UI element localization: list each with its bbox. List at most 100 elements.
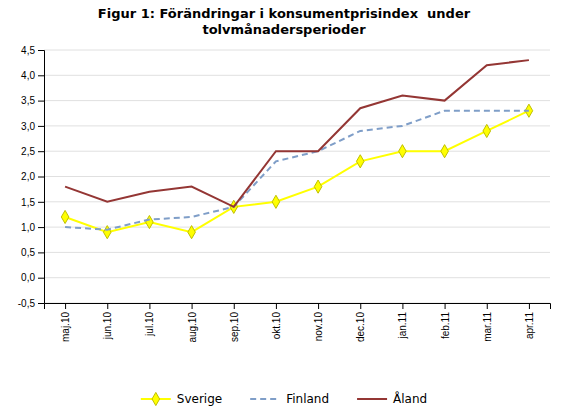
y-axis: -0,5 0,0 0,5 1,0 1,5 2,0 2,5 3,0 3,5 4,0 4,5: [18, 45, 45, 309]
y-tick-label: 3,5: [21, 95, 35, 106]
x-tick-label: jan.11: [397, 312, 408, 340]
series-marker: [272, 195, 280, 208]
y-tick-mark: [38, 126, 44, 127]
x-tick: dec.10: [355, 303, 366, 342]
x-axis: maj.10 jun.10 jul.10 aug.10 sep.10 okt.10 nov.…: [45, 303, 551, 343]
grid: [44, 50, 550, 303]
x-tick-label: jul.10: [144, 312, 155, 337]
y-axis-line: [38, 51, 45, 304]
plot-area: -0,5 0,0 0,5 1,0 1,5 2,0 2,5 3,0 3,5 4,0 4,5 maj.10…: [18, 45, 551, 343]
x-tick: feb.11: [440, 303, 451, 339]
x-tick-mark: [529, 303, 530, 309]
y-tick-label: 2,0: [21, 171, 35, 182]
chart-title-line: tolvmånadersperioder: [202, 22, 366, 37]
series: [61, 104, 532, 239]
grid-line: [44, 252, 550, 253]
x-tick-mark: [402, 303, 403, 309]
chart-svg: Figur 1: Förändringar i konsumentprisind…: [0, 0, 568, 413]
legend-item: Sverige: [141, 392, 222, 406]
y-tick-mark: [38, 227, 44, 228]
x-tick-label: nov.10: [313, 312, 324, 342]
chart-container: Figur 1: Förändringar i konsumentprisind…: [0, 0, 568, 413]
y-tick: 0,0: [21, 272, 44, 283]
x-tick-label: jun.10: [102, 312, 113, 341]
x-tick-label: apr.11: [524, 312, 535, 339]
grid-line: [44, 201, 550, 202]
series-marker: [356, 155, 364, 168]
y-tick-mark: [38, 177, 44, 178]
x-tick: jun.10: [102, 303, 113, 340]
y-tick: 1,5: [21, 197, 44, 208]
legend-label: Finland: [286, 392, 329, 406]
y-tick-label: 1,5: [21, 197, 35, 208]
y-tick-mark: [38, 101, 44, 102]
legend-label: Åland: [393, 391, 427, 406]
x-tick-mark: [360, 303, 361, 309]
x-tick: mar.11: [482, 303, 493, 342]
legend-label: Sverige: [177, 392, 222, 406]
y-tick-label: 3,0: [21, 121, 35, 132]
y-tick: 2,0: [21, 171, 44, 182]
x-tick-label: feb.11: [440, 312, 451, 339]
x-tick: apr.11: [524, 303, 535, 339]
x-tick-mark: [107, 303, 108, 309]
x-tick-mark: [65, 303, 66, 309]
series-marker: [188, 226, 196, 239]
series-line: [65, 111, 529, 230]
y-tick-mark: [38, 278, 44, 279]
y-tick-mark: [38, 202, 44, 203]
x-tick-label: mar.11: [482, 312, 493, 342]
legend-item: Åland: [357, 391, 427, 406]
legend-marker: [152, 392, 160, 405]
y-tick: -0,5: [18, 298, 44, 309]
y-tick-label: 0,5: [21, 247, 35, 258]
y-tick-mark: [38, 75, 44, 76]
series-line: [65, 111, 529, 232]
x-tick-mark: [318, 303, 319, 309]
y-tick-mark: [38, 50, 44, 51]
chart-title-line: Figur 1: Förändringar i konsumentprisind…: [98, 6, 471, 21]
legend: Sverige Finland Åland: [141, 391, 427, 406]
y-tick: 2,5: [21, 146, 44, 157]
series: [65, 111, 529, 230]
y-tick-label: -0,5: [18, 298, 36, 309]
x-tick: aug.10: [187, 303, 198, 343]
y-tick-mark: [38, 151, 44, 152]
y-tick: 4,0: [21, 70, 44, 81]
series-marker: [441, 145, 449, 158]
series-marker: [399, 145, 407, 158]
x-tick-mark: [234, 303, 235, 309]
x-tick-mark: [276, 303, 277, 309]
y-tick-label: 2,5: [21, 146, 35, 157]
x-tick: jul.10: [144, 303, 155, 337]
x-tick: nov.10: [313, 303, 324, 341]
y-tick-label: 4,5: [21, 45, 35, 56]
x-tick-mark: [192, 303, 193, 309]
x-tick-label: maj.10: [60, 312, 71, 342]
series-marker: [103, 226, 111, 239]
series: [65, 60, 529, 207]
y-tick: 3,0: [21, 121, 44, 132]
series-marker: [61, 210, 69, 223]
legend-swatch: [250, 398, 280, 400]
x-tick: okt.10: [271, 303, 282, 339]
x-tick-label: aug.10: [187, 312, 198, 343]
x-tick-label: dec.10: [355, 312, 366, 342]
legend-item: Finland: [250, 392, 329, 406]
y-tick: 4,5: [21, 45, 44, 56]
grid-line: [44, 176, 550, 177]
x-tick-label: okt.10: [271, 312, 282, 340]
grid-line: [44, 50, 550, 51]
chart-title: Figur 1: Förändringar i konsumentprisind…: [98, 6, 471, 37]
y-tick: 3,5: [21, 95, 44, 106]
x-tick-label: sep.10: [229, 312, 240, 342]
y-tick-label: 1,0: [21, 222, 35, 233]
y-tick: 0,5: [21, 247, 44, 258]
y-tick-mark: [38, 252, 44, 253]
series-line: [65, 60, 529, 207]
x-axis-line: [45, 304, 551, 310]
x-tick: jan.11: [397, 303, 408, 340]
grid-line: [44, 125, 550, 126]
x-tick-mark: [149, 303, 150, 309]
y-tick-label: 0,0: [21, 272, 35, 283]
